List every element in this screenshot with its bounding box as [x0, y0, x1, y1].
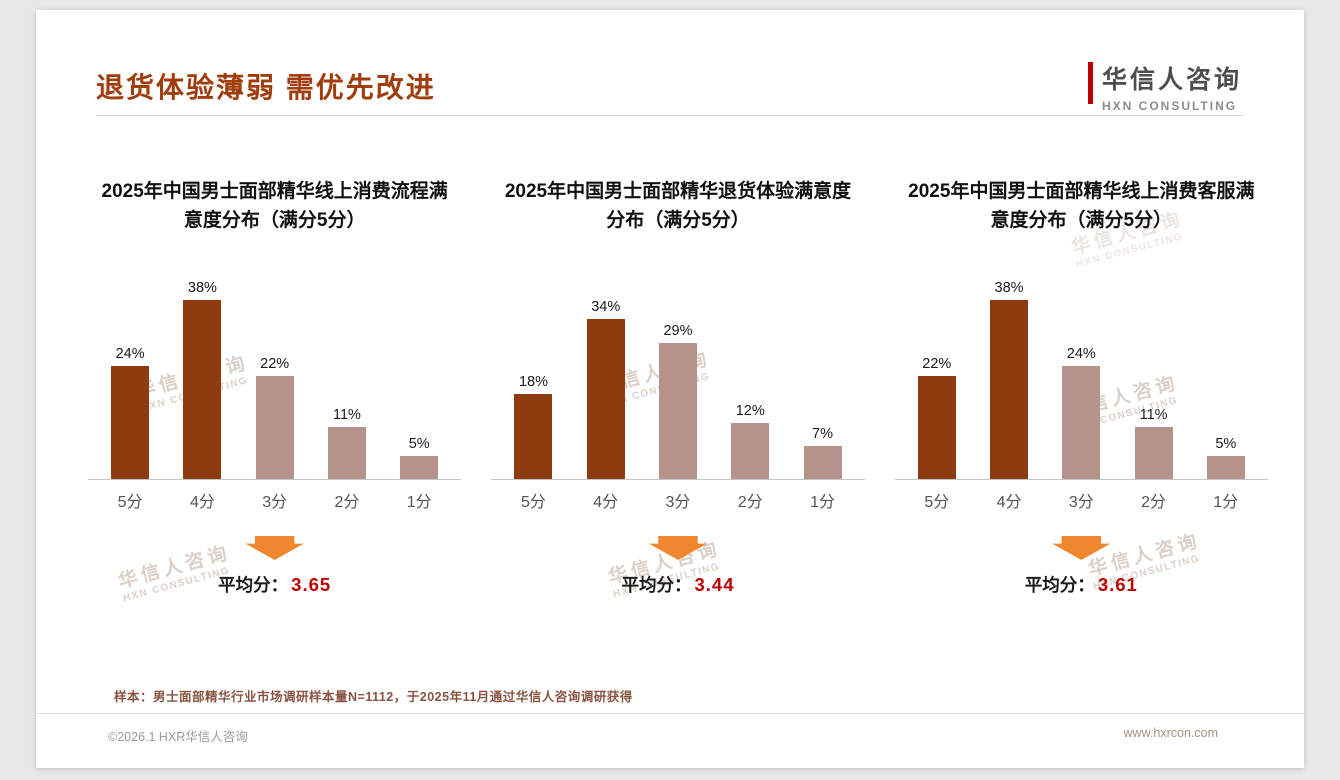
bar: [111, 366, 150, 479]
bar-group: 24%: [94, 346, 166, 479]
category-label: 5分: [117, 494, 143, 511]
average-label: 平均分：: [218, 575, 289, 595]
bar-group: 7%: [786, 426, 858, 479]
footer-website-link[interactable]: www.hxrcon.com: [1123, 726, 1218, 740]
category-label: 4分: [996, 494, 1022, 511]
logo-text-block: 华信人咨询 HXN CONSULTING: [1102, 60, 1242, 113]
category-label: 2分: [1141, 494, 1167, 511]
logo-subtitle: HXN CONSULTING: [1101, 99, 1238, 113]
bar-group: 5%: [383, 435, 455, 479]
bar: [1062, 366, 1101, 479]
average-value: 3.65: [291, 574, 332, 595]
bar-group: 22%: [239, 356, 311, 479]
bar: [400, 455, 439, 479]
bar-plot: 24% 38% 22% 11% 5%: [88, 278, 462, 480]
average-value: 3.61: [1097, 574, 1138, 595]
down-arrow-icon: [1052, 536, 1111, 560]
bar: [658, 342, 697, 479]
category-label: 1分: [406, 494, 432, 511]
bar: [327, 427, 366, 479]
bar-value-label: 5%: [408, 435, 430, 452]
company-logo: 华信人咨询 HXN CONSULTING: [1087, 60, 1242, 113]
down-arrow-icon: [648, 536, 707, 560]
average-score-line: 平均分： 3.65: [88, 572, 461, 597]
bar-group: 11%: [311, 407, 383, 479]
bar: [917, 375, 956, 479]
charts-row: 2025年中国男士面部精华线上消费流程满意度分布（满分5分） 24% 38% 22%…: [88, 178, 1268, 597]
category-label: 5分: [924, 494, 950, 511]
average-score-line: 平均分： 3.44: [491, 572, 864, 597]
bar: [990, 300, 1029, 479]
bar: [183, 300, 222, 479]
category-axis: 5分 4分 3分 2分 1分: [491, 480, 864, 512]
category-axis: 5分 4分 3分 2分 1分: [895, 480, 1268, 512]
category-label: 3分: [262, 494, 288, 511]
sample-footnote: 样本：男士面部精华行业市场调研样本量N=1112，于2025年11月通过华信人咨…: [114, 690, 633, 704]
chart-title: 2025年中国男士面部精华线上消费客服满意度分布（满分5分）: [908, 181, 1255, 231]
bar-value-label: 22%: [922, 355, 952, 372]
average-score-line: 平均分： 3.61: [895, 572, 1268, 597]
category-label: 2分: [334, 494, 360, 511]
bar-group: 38%: [166, 280, 238, 479]
bar-group: 11%: [1117, 407, 1189, 479]
average-label: 平均分：: [1024, 575, 1095, 595]
chart-column: 2025年中国男士面部精华线上消费流程满意度分布（满分5分） 24% 38% 22%…: [88, 178, 462, 597]
category-label: 1分: [810, 494, 835, 511]
bar-value-label: 24%: [115, 346, 145, 363]
bar: [803, 446, 842, 479]
category-label: 3分: [1068, 494, 1094, 511]
bar-plot: 18% 34% 29% 12% 7%: [491, 278, 865, 480]
footer-copyright: ©2026.1 HXR华信人咨询: [108, 730, 248, 744]
category-axis: 5分 4分 3分 2分 1分: [88, 480, 461, 512]
bar: [1134, 427, 1173, 479]
logo-accent-bar: [1087, 62, 1093, 104]
chart-title: 2025年中国男士面部精华退货体验满意度分布（满分5分）: [504, 181, 852, 231]
bar-group: 24%: [1045, 346, 1117, 479]
bar-group: 29%: [642, 323, 714, 479]
category-label: 4分: [593, 494, 619, 511]
chart-column: 2025年中国男士面部精华线上消费客服满意度分布（满分5分） 22% 38% 24%…: [894, 178, 1268, 597]
category-label: 1分: [1213, 494, 1239, 511]
category-label: 3分: [665, 494, 691, 511]
category-label: 5分: [521, 494, 546, 511]
bar: [514, 394, 553, 479]
chart-title: 2025年中国男士面部精华线上消费流程满意度分布（满分5分）: [101, 181, 448, 231]
bar-group: 22%: [901, 356, 973, 479]
bar-value-label: 7%: [812, 426, 833, 443]
chart-column: 2025年中国男士面部精华退货体验满意度分布（满分5分） 18% 34% 29% 12…: [491, 178, 865, 597]
bar-value-label: 38%: [187, 280, 217, 297]
bar-value-label: 34%: [591, 299, 621, 316]
category-label: 4分: [189, 494, 215, 511]
bar-value-label: 12%: [735, 402, 765, 419]
bar-value-label: 11%: [1139, 407, 1168, 424]
bar-value-label: 29%: [663, 322, 693, 339]
bar-group: 5%: [1190, 435, 1262, 479]
bar-group: 38%: [973, 280, 1045, 479]
header-divider: [96, 115, 1244, 116]
bar: [1206, 455, 1245, 479]
bar-value-label: 5%: [1215, 435, 1237, 452]
bar-plot: 22% 38% 24% 11% 5%: [894, 278, 1268, 480]
bar-value-label: 38%: [994, 280, 1024, 297]
bar: [586, 319, 625, 479]
slide-card: 退货体验薄弱 需优先改进 华信人咨询 HXN CONSULTING 华信人咨询 …: [36, 10, 1304, 768]
page-title: 退货体验薄弱 需优先改进: [96, 72, 436, 103]
bar-value-label: 11%: [332, 407, 361, 424]
bar-group: 12%: [714, 403, 786, 479]
bar-group: 18%: [497, 374, 569, 479]
bar: [731, 422, 770, 479]
bar-value-label: 18%: [518, 374, 548, 391]
bar-group: 34%: [570, 299, 642, 479]
down-arrow-icon: [245, 536, 304, 560]
category-label: 2分: [737, 494, 763, 511]
footer-divider: [36, 713, 1304, 714]
average-value: 3.44: [694, 574, 735, 595]
bar-value-label: 22%: [260, 355, 290, 372]
bar-value-label: 24%: [1066, 346, 1096, 363]
average-label: 平均分：: [621, 575, 692, 595]
logo-name: 华信人咨询: [1101, 66, 1242, 94]
bar: [255, 375, 294, 479]
